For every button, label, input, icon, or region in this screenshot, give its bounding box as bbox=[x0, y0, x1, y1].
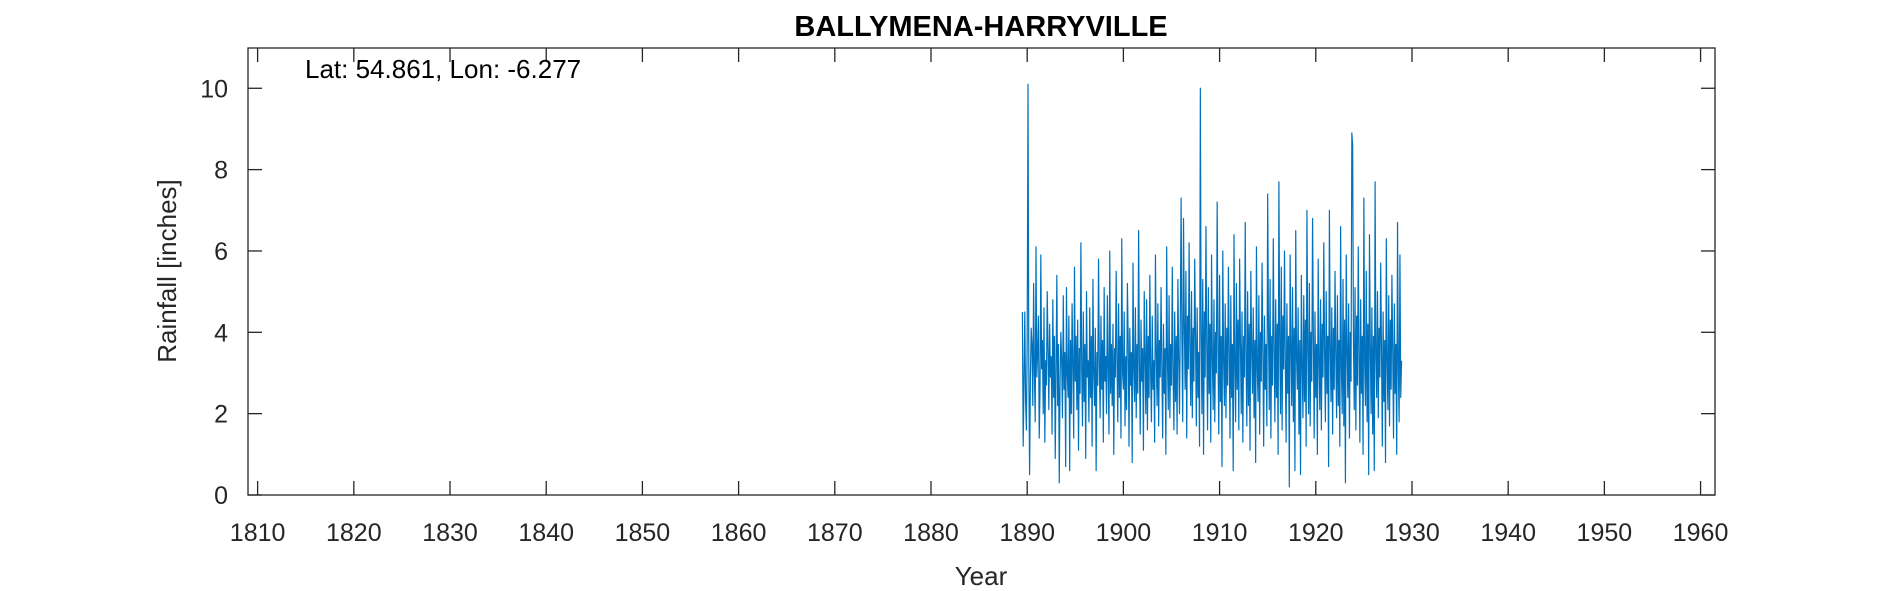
y-tick-label: 8 bbox=[214, 157, 228, 185]
x-tick-label: 1940 bbox=[1480, 519, 1536, 547]
x-tick-label: 1810 bbox=[230, 519, 286, 547]
chart-title: BALLYMENA-HARRYVILLE bbox=[794, 11, 1167, 43]
x-tick-label: 1900 bbox=[1096, 519, 1152, 547]
x-tick-label: 1840 bbox=[518, 519, 574, 547]
x-tick-label: 1950 bbox=[1577, 519, 1633, 547]
x-tick-label: 1880 bbox=[903, 519, 959, 547]
y-tick-label: 4 bbox=[214, 319, 228, 347]
x-tick-label: 1960 bbox=[1673, 519, 1729, 547]
x-axis-label: Year bbox=[955, 561, 1008, 591]
x-tick-label: 1890 bbox=[999, 519, 1055, 547]
x-tick-label: 1860 bbox=[711, 519, 767, 547]
y-tick-label: 10 bbox=[200, 75, 228, 103]
y-tick-label: 6 bbox=[214, 238, 228, 266]
plot-area-box bbox=[247, 47, 1716, 496]
coordinates-annotation: Lat: 54.861, Lon: -6.277 bbox=[305, 54, 581, 84]
x-tick-label: 1830 bbox=[422, 519, 478, 547]
x-tick-label: 1870 bbox=[807, 519, 863, 547]
x-tick-label: 1850 bbox=[615, 519, 671, 547]
rainfall-series-line bbox=[1021, 83, 1403, 488]
x-tick-label: 1930 bbox=[1384, 519, 1440, 547]
x-tick-label: 1820 bbox=[326, 519, 382, 547]
y-tick-label: 0 bbox=[214, 482, 228, 510]
ticks-layer: 1810 1820 1830 1840 1850 1860 1870 1880 1890 1900… bbox=[200, 48, 1728, 547]
y-tick-label: 2 bbox=[214, 401, 228, 429]
series-layer bbox=[1021, 83, 1403, 488]
y-axis-label: Rainfall [inches] bbox=[152, 179, 182, 363]
x-tick-label: 1920 bbox=[1288, 519, 1344, 547]
x-tick-label: 1910 bbox=[1192, 519, 1248, 547]
